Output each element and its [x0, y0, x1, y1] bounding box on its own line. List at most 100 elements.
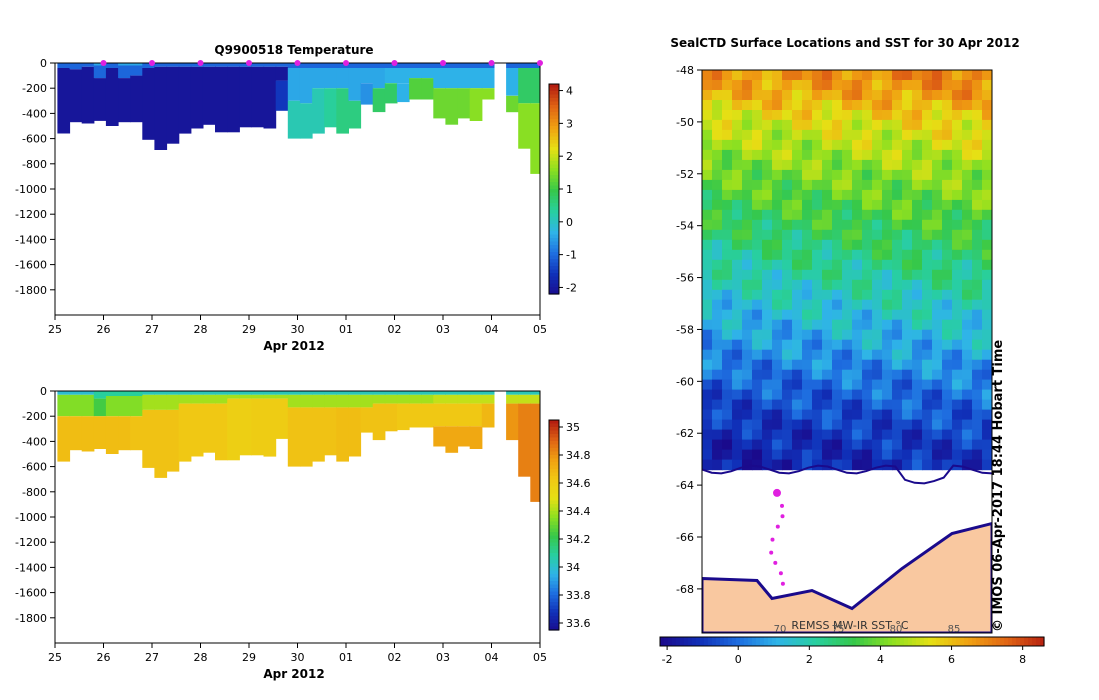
- sst-cell: [762, 239, 773, 251]
- sst-cell: [712, 179, 723, 191]
- profile-cell: [130, 416, 143, 451]
- colorbar-swatch: [549, 122, 559, 127]
- colorbar-tick-label: 3: [566, 117, 573, 130]
- sst-colorbar-tick-label: 4: [877, 653, 884, 666]
- sst-cell: [982, 309, 992, 321]
- sst-cell: [732, 349, 743, 361]
- sst-cell: [712, 90, 723, 101]
- sst-colorbar-swatch: [1032, 637, 1037, 646]
- sst-cell: [972, 269, 983, 281]
- colorbar-swatch: [549, 98, 559, 103]
- colorbar-swatch: [549, 465, 559, 470]
- sst-cell: [902, 100, 913, 111]
- sst-cell: [962, 399, 973, 411]
- sst-cell: [842, 279, 853, 291]
- profile-cell: [251, 66, 265, 128]
- sst-cell: [802, 80, 813, 91]
- sst-cell: [892, 389, 903, 401]
- sst-colorbar-swatch: [1012, 637, 1017, 646]
- sst-cell: [982, 359, 992, 371]
- temperature-section-title: Q9900518 Temperature: [214, 43, 373, 57]
- sst-cell: [762, 409, 773, 421]
- profile-cell: [263, 66, 277, 129]
- profile-column: [445, 63, 459, 125]
- profile-column: [130, 391, 143, 451]
- profile-cell: [299, 103, 313, 139]
- sst-cell: [932, 229, 943, 241]
- sst-colorbar-swatch: [740, 637, 745, 646]
- profile-cell: [69, 63, 83, 70]
- sst-cell: [912, 439, 923, 451]
- profile-column: [287, 391, 301, 467]
- sst-cell: [912, 149, 923, 161]
- sst-colorbar-swatch: [1008, 637, 1013, 646]
- sst-cell: [952, 289, 963, 301]
- colorbar-swatch: [549, 472, 559, 477]
- sst-cell: [832, 189, 843, 201]
- sst-cell: [972, 389, 983, 401]
- sst-cell: [932, 169, 943, 181]
- sst-cell: [822, 439, 833, 451]
- sst-cell: [912, 90, 923, 101]
- profile-cell: [154, 409, 168, 478]
- sst-cell: [942, 239, 953, 251]
- sst-cell: [752, 90, 763, 101]
- sst-cell: [732, 399, 743, 411]
- x-tick-label: 27: [145, 651, 159, 664]
- sst-cell: [772, 80, 783, 91]
- sst-cell: [712, 399, 723, 411]
- sst-cell: [912, 219, 923, 231]
- sst-cell: [752, 149, 763, 161]
- y-tick-label: -1600: [15, 587, 47, 600]
- sst-cell: [842, 100, 853, 111]
- sst-cell: [742, 169, 753, 181]
- sst-cell: [822, 299, 833, 311]
- colorbar-swatch: [549, 441, 559, 446]
- sst-cell: [902, 329, 913, 341]
- profile-column: [251, 63, 265, 128]
- sst-cell: [962, 129, 973, 141]
- sst-cell: [702, 110, 713, 121]
- colorbar-swatch: [549, 129, 559, 134]
- profile-cell: [542, 391, 555, 395]
- sst-cell: [862, 169, 873, 181]
- profile-cell: [190, 394, 204, 404]
- sst-cell: [982, 229, 992, 241]
- sst-cell: [932, 399, 943, 411]
- sst-cell: [972, 80, 983, 91]
- sst-cell: [932, 90, 943, 101]
- sst-cell: [792, 299, 803, 311]
- sst-cell: [822, 389, 833, 401]
- profile-cell: [299, 68, 313, 104]
- sst-cell: [822, 399, 833, 411]
- sst-cell: [902, 159, 913, 171]
- sst-colorbar-swatch: [780, 637, 785, 646]
- profile-column: [202, 391, 216, 453]
- sst-cell: [742, 199, 753, 211]
- sst-cell: [762, 389, 773, 401]
- colorbar-swatch: [549, 126, 559, 131]
- sst-cell: [882, 70, 893, 81]
- sst-cell: [892, 219, 903, 231]
- colorbar-swatch: [549, 462, 559, 467]
- sst-cell: [822, 80, 833, 91]
- profile-cell: [518, 391, 531, 395]
- profile-cell: [530, 103, 540, 174]
- y-tick-label: -600: [22, 461, 47, 474]
- sst-cell: [842, 289, 853, 301]
- sst-cell: [772, 110, 783, 121]
- sst-cell: [752, 159, 763, 171]
- sst-cell: [972, 199, 983, 211]
- colorbar-swatch: [549, 602, 559, 607]
- profile-cell: [372, 88, 386, 113]
- sst-cell: [952, 199, 963, 211]
- salinity-section-xlabel: Apr 2012: [263, 667, 324, 681]
- profile-column: [93, 63, 107, 121]
- sst-cell: [782, 119, 793, 131]
- sst-cell: [852, 169, 863, 181]
- sst-cell: [802, 319, 813, 331]
- sst-cell: [722, 219, 733, 231]
- colorbar-tick-label: 1: [566, 183, 573, 196]
- profile-cell: [312, 407, 325, 462]
